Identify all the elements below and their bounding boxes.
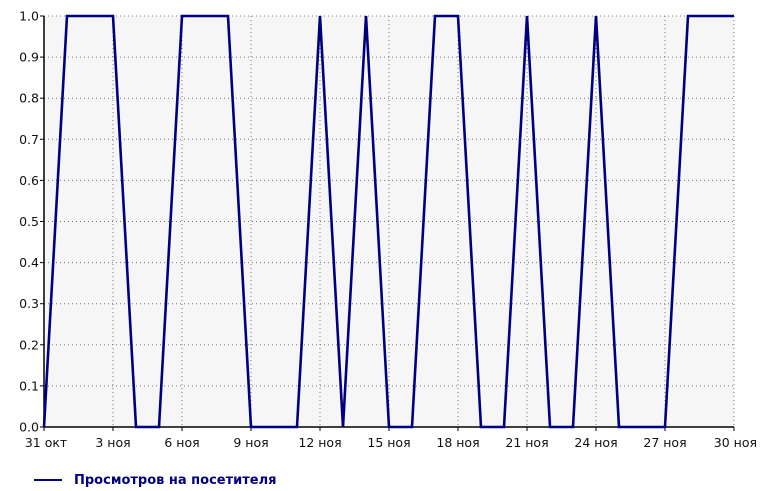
y-tick-label: 0.8: [19, 91, 39, 106]
series-line: [42, 14, 734, 429]
legend-label-series: Просмотров на посетителя: [74, 472, 277, 488]
y-tick-label: 0.3: [19, 296, 39, 311]
series-lines: [42, 14, 734, 429]
x-tick-label: 27 ноя: [643, 435, 686, 450]
legend: Просмотров на посетителя: [34, 470, 276, 490]
x-tick-label: 21 ноя: [505, 435, 548, 450]
legend-swatch: [34, 479, 62, 481]
x-tick-label: 30 ноя: [714, 435, 757, 450]
x-axis-tick-labels: 31 окт 3 ноя 6 ноя 9 ноя 12 ноя 15 ноя 18 ноя 2…: [25, 435, 757, 450]
y-tick-label: 0.4: [19, 255, 39, 270]
y-tick-label: 1.0: [19, 9, 39, 24]
x-tick-label: 6 ноя: [164, 435, 199, 450]
y-tick-label: 0.9: [19, 50, 39, 65]
x-tick-label: 24 ноя: [574, 435, 617, 450]
y-tick-label: 0.7: [19, 132, 39, 147]
y-tick-label: 0.1: [19, 378, 39, 393]
x-tick-label: 31 окт: [25, 435, 67, 450]
y-tick-label: 0.2: [19, 337, 39, 352]
y-axis-tick-labels: 0.0 0.1 0.2 0.3 0.4 0.5 0.6 0.7 0.8 0.9 1.0: [19, 9, 39, 435]
gridlines: [44, 15, 735, 427]
y-tick-label: 0.0: [19, 420, 39, 435]
x-tick-label: 12 ноя: [298, 435, 341, 450]
y-tick-label: 0.6: [19, 173, 39, 188]
x-tick-label: 15 ноя: [367, 435, 410, 450]
x-tick-label: 3 ноя: [95, 435, 130, 450]
x-tick-label: 18 ноя: [436, 435, 479, 450]
y-tick-label: 0.5: [19, 214, 39, 229]
x-tick-label: 9 ноя: [233, 435, 268, 450]
